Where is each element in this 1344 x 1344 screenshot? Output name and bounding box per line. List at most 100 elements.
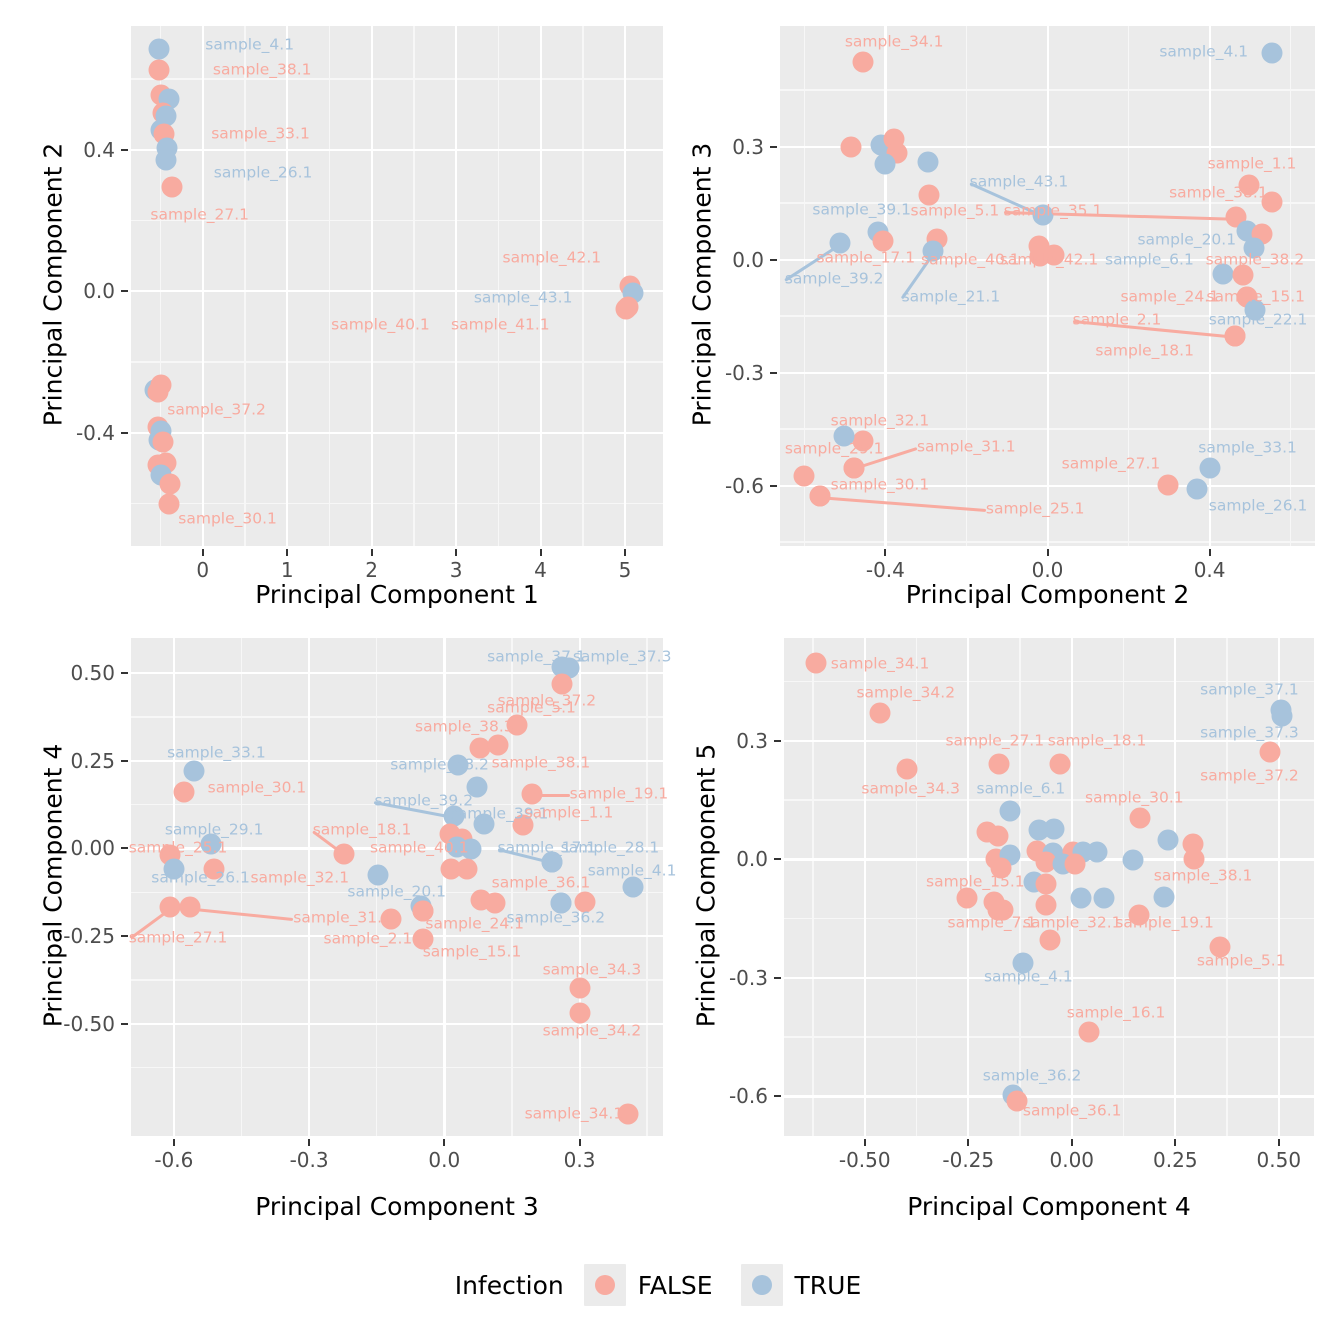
- data-point[interactable]: [512, 814, 534, 836]
- data-point[interactable]: [147, 381, 169, 403]
- data-point[interactable]: [1157, 474, 1179, 496]
- data-point[interactable]: [805, 652, 827, 673]
- data-point[interactable]: [809, 485, 831, 507]
- data-point[interactable]: [1157, 829, 1179, 851]
- data-point[interactable]: [163, 858, 185, 880]
- data-point[interactable]: [1261, 191, 1283, 213]
- data-point[interactable]: [852, 51, 874, 73]
- data-point[interactable]: [987, 899, 1009, 921]
- data-point[interactable]: [152, 431, 174, 453]
- data-point[interactable]: [1199, 457, 1221, 479]
- data-point[interactable]: [380, 908, 402, 930]
- data-point[interactable]: [896, 758, 918, 780]
- data-point[interactable]: [617, 1103, 639, 1125]
- data-point[interactable]: [460, 838, 482, 860]
- data-point[interactable]: [443, 805, 465, 827]
- data-point[interactable]: [1049, 753, 1071, 775]
- data-point[interactable]: [203, 858, 224, 880]
- data-point[interactable]: [1243, 237, 1265, 259]
- data-point[interactable]: [1212, 263, 1234, 285]
- data-point[interactable]: [161, 176, 183, 198]
- data-point[interactable]: [1261, 42, 1283, 64]
- data-point[interactable]: [1232, 264, 1254, 286]
- data-point[interactable]: [158, 493, 180, 515]
- data-point[interactable]: [1186, 478, 1208, 500]
- data-point[interactable]: [574, 891, 596, 913]
- data-point[interactable]: [840, 136, 862, 158]
- data-point[interactable]: [1078, 1021, 1100, 1043]
- data-point[interactable]: [1153, 886, 1175, 908]
- data-point[interactable]: [466, 776, 488, 798]
- data-point[interactable]: [506, 714, 528, 736]
- data-point[interactable]: [1032, 204, 1054, 226]
- data-point[interactable]: [833, 425, 855, 447]
- data-point[interactable]: [1035, 873, 1057, 895]
- data-point[interactable]: [447, 754, 469, 776]
- data-point[interactable]: [956, 887, 978, 909]
- data-point[interactable]: [793, 465, 815, 487]
- data-point[interactable]: [148, 38, 170, 60]
- data-point[interactable]: [922, 240, 944, 262]
- data-point[interactable]: [183, 760, 205, 782]
- data-point[interactable]: [987, 825, 1009, 847]
- data-point[interactable]: [999, 800, 1021, 822]
- data-point[interactable]: [1035, 851, 1057, 873]
- data-point[interactable]: [456, 858, 478, 880]
- data-point[interactable]: [179, 896, 201, 918]
- data-point[interactable]: [551, 673, 573, 695]
- data-point[interactable]: [1224, 325, 1246, 347]
- data-point[interactable]: [615, 298, 637, 320]
- data-point[interactable]: [159, 473, 181, 495]
- data-point[interactable]: [550, 892, 572, 914]
- data-point[interactable]: [1012, 952, 1034, 974]
- data-point[interactable]: [1122, 849, 1144, 871]
- data-point[interactable]: [1129, 807, 1151, 829]
- data-point[interactable]: [155, 149, 177, 171]
- data-point[interactable]: [1244, 299, 1266, 321]
- data-point[interactable]: [1070, 887, 1092, 909]
- data-point[interactable]: [990, 857, 1012, 879]
- data-point[interactable]: [1035, 894, 1057, 916]
- data-point[interactable]: [1039, 929, 1061, 951]
- data-point[interactable]: [1064, 853, 1086, 875]
- data-point[interactable]: [148, 59, 170, 81]
- data-point[interactable]: [200, 833, 222, 855]
- data-point[interactable]: [412, 928, 434, 950]
- data-point[interactable]: [1093, 887, 1115, 909]
- data-point[interactable]: [159, 896, 181, 918]
- data-point[interactable]: [1271, 705, 1293, 727]
- data-point[interactable]: [469, 737, 490, 759]
- data-point[interactable]: [869, 702, 891, 724]
- data-point[interactable]: [333, 843, 355, 865]
- data-point[interactable]: [1006, 1090, 1028, 1112]
- data-point[interactable]: [173, 781, 195, 803]
- data-point[interactable]: [569, 1002, 591, 1024]
- data-point[interactable]: [1086, 841, 1108, 863]
- data-point[interactable]: [1128, 904, 1150, 926]
- data-point[interactable]: [843, 457, 865, 479]
- data-point[interactable]: [1238, 174, 1260, 196]
- data-point[interactable]: [829, 232, 851, 254]
- data-point[interactable]: [487, 734, 509, 756]
- data-point[interactable]: [440, 858, 462, 880]
- data-point[interactable]: [484, 892, 506, 914]
- data-point[interactable]: [569, 977, 591, 999]
- data-point[interactable]: [917, 151, 939, 173]
- data-point[interactable]: [412, 900, 434, 922]
- data-point[interactable]: [872, 230, 894, 252]
- data-point[interactable]: [558, 657, 580, 679]
- data-point[interactable]: [988, 753, 1010, 775]
- data-point[interactable]: [874, 153, 896, 175]
- data-point[interactable]: [541, 851, 563, 873]
- data-point[interactable]: [1259, 741, 1281, 763]
- data-point[interactable]: [622, 876, 644, 898]
- data-point[interactable]: [473, 813, 495, 835]
- data-point[interactable]: [1043, 818, 1065, 839]
- data-point[interactable]: [1209, 936, 1231, 958]
- data-point[interactable]: [852, 430, 874, 452]
- data-point[interactable]: [521, 783, 543, 805]
- data-point[interactable]: [1183, 848, 1205, 870]
- data-point[interactable]: [1043, 244, 1065, 266]
- data-point[interactable]: [367, 864, 389, 886]
- legend-key-true[interactable]: [740, 1264, 783, 1306]
